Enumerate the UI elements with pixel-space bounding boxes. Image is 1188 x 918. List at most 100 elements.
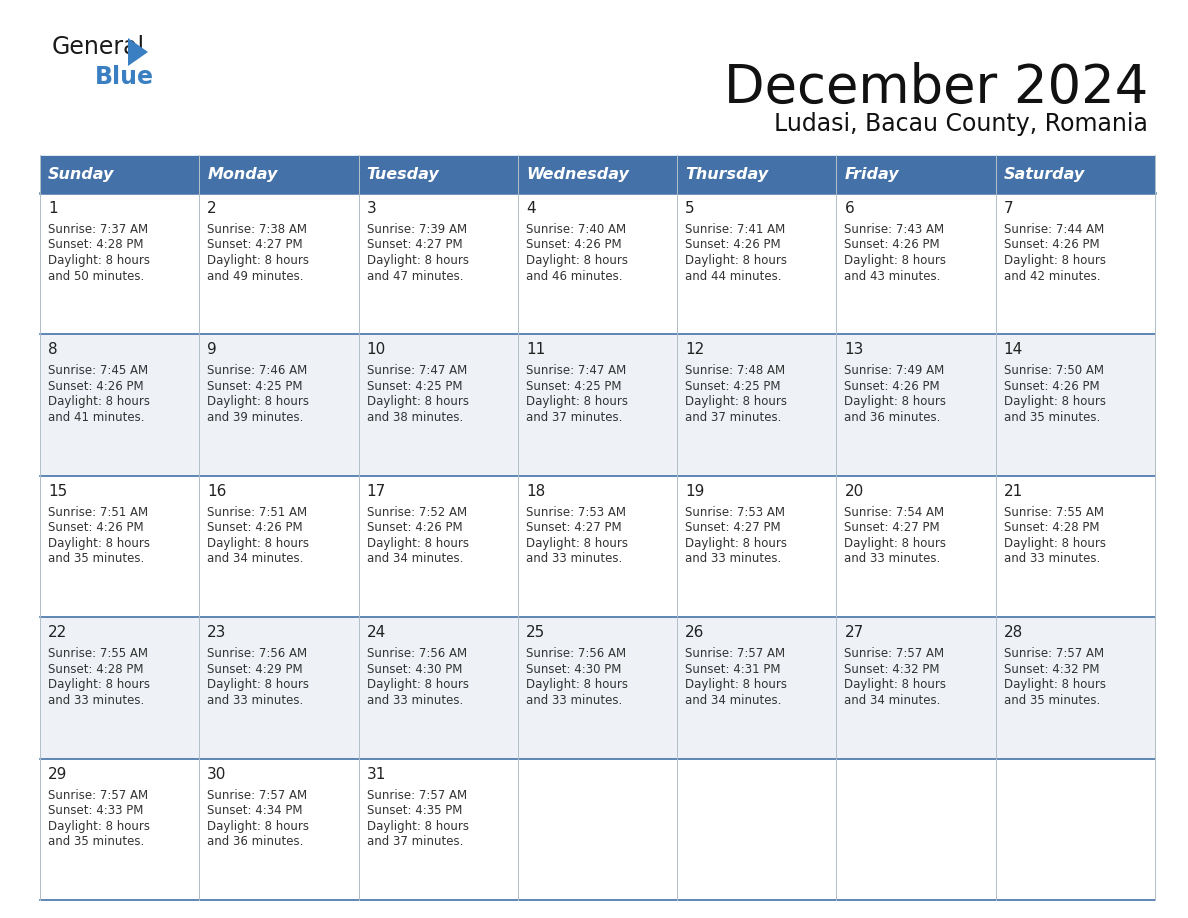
Text: Daylight: 8 hours: Daylight: 8 hours [48, 678, 150, 691]
Text: and 35 minutes.: and 35 minutes. [48, 553, 144, 565]
Text: 26: 26 [685, 625, 704, 640]
Text: Daylight: 8 hours: Daylight: 8 hours [207, 537, 309, 550]
Text: Daylight: 8 hours: Daylight: 8 hours [367, 678, 468, 691]
Text: Daylight: 8 hours: Daylight: 8 hours [1004, 678, 1106, 691]
Text: and 33 minutes.: and 33 minutes. [685, 553, 782, 565]
Text: and 34 minutes.: and 34 minutes. [207, 553, 304, 565]
Text: and 34 minutes.: and 34 minutes. [367, 553, 463, 565]
Text: Blue: Blue [95, 65, 154, 89]
Text: 27: 27 [845, 625, 864, 640]
Text: and 34 minutes.: and 34 minutes. [845, 694, 941, 707]
Text: 20: 20 [845, 484, 864, 498]
Text: 5: 5 [685, 201, 695, 216]
Text: Daylight: 8 hours: Daylight: 8 hours [207, 820, 309, 833]
Text: 18: 18 [526, 484, 545, 498]
Text: Daylight: 8 hours: Daylight: 8 hours [685, 254, 788, 267]
Text: Sunset: 4:25 PM: Sunset: 4:25 PM [685, 380, 781, 393]
Bar [40, 334, 1155, 476]
Text: and 49 minutes.: and 49 minutes. [207, 270, 304, 283]
Bar [996, 155, 1155, 193]
Text: Daylight: 8 hours: Daylight: 8 hours [845, 678, 947, 691]
Bar [40, 476, 1155, 617]
Text: 24: 24 [367, 625, 386, 640]
Text: Monday: Monday [207, 166, 278, 182]
Text: and 34 minutes.: and 34 minutes. [685, 694, 782, 707]
Text: Sunset: 4:26 PM: Sunset: 4:26 PM [48, 521, 144, 534]
Text: Daylight: 8 hours: Daylight: 8 hours [367, 820, 468, 833]
Text: Daylight: 8 hours: Daylight: 8 hours [367, 254, 468, 267]
Text: 17: 17 [367, 484, 386, 498]
Text: Daylight: 8 hours: Daylight: 8 hours [48, 537, 150, 550]
Text: 14: 14 [1004, 342, 1023, 357]
Text: Sunset: 4:26 PM: Sunset: 4:26 PM [367, 521, 462, 534]
Text: Sunset: 4:27 PM: Sunset: 4:27 PM [526, 521, 621, 534]
Text: Sunset: 4:34 PM: Sunset: 4:34 PM [207, 804, 303, 817]
Text: Sunrise: 7:51 AM: Sunrise: 7:51 AM [48, 506, 148, 519]
Text: Sunrise: 7:40 AM: Sunrise: 7:40 AM [526, 223, 626, 236]
Text: 31: 31 [367, 767, 386, 781]
Bar [40, 155, 200, 193]
Text: Sunrise: 7:56 AM: Sunrise: 7:56 AM [367, 647, 467, 660]
Text: 4: 4 [526, 201, 536, 216]
Bar [40, 193, 1155, 334]
Text: and 35 minutes.: and 35 minutes. [48, 835, 144, 848]
Text: 23: 23 [207, 625, 227, 640]
Bar [40, 617, 1155, 758]
Text: Daylight: 8 hours: Daylight: 8 hours [207, 396, 309, 409]
Text: Sunset: 4:28 PM: Sunset: 4:28 PM [1004, 521, 1099, 534]
Text: Sunrise: 7:56 AM: Sunrise: 7:56 AM [207, 647, 308, 660]
Text: Sunset: 4:25 PM: Sunset: 4:25 PM [207, 380, 303, 393]
Text: 2: 2 [207, 201, 217, 216]
Text: Daylight: 8 hours: Daylight: 8 hours [207, 678, 309, 691]
Text: Sunset: 4:26 PM: Sunset: 4:26 PM [845, 380, 940, 393]
Text: and 33 minutes.: and 33 minutes. [526, 553, 623, 565]
Text: Daylight: 8 hours: Daylight: 8 hours [1004, 396, 1106, 409]
Text: Daylight: 8 hours: Daylight: 8 hours [207, 254, 309, 267]
Text: Daylight: 8 hours: Daylight: 8 hours [48, 820, 150, 833]
Text: Sunday: Sunday [48, 166, 114, 182]
Text: 1: 1 [48, 201, 57, 216]
Bar [359, 155, 518, 193]
Text: Sunset: 4:32 PM: Sunset: 4:32 PM [1004, 663, 1099, 676]
Text: Sunset: 4:27 PM: Sunset: 4:27 PM [685, 521, 781, 534]
Text: December 2024: December 2024 [723, 62, 1148, 114]
Text: Sunset: 4:26 PM: Sunset: 4:26 PM [1004, 380, 1099, 393]
Text: and 33 minutes.: and 33 minutes. [845, 553, 941, 565]
Text: Sunrise: 7:45 AM: Sunrise: 7:45 AM [48, 364, 148, 377]
Text: Sunrise: 7:37 AM: Sunrise: 7:37 AM [48, 223, 148, 236]
Text: and 37 minutes.: and 37 minutes. [685, 411, 782, 424]
Text: and 39 minutes.: and 39 minutes. [207, 411, 304, 424]
Text: 30: 30 [207, 767, 227, 781]
Text: Daylight: 8 hours: Daylight: 8 hours [845, 537, 947, 550]
Text: Friday: Friday [845, 166, 899, 182]
Text: Sunrise: 7:48 AM: Sunrise: 7:48 AM [685, 364, 785, 377]
Text: 29: 29 [48, 767, 68, 781]
Text: Sunset: 4:26 PM: Sunset: 4:26 PM [207, 521, 303, 534]
Text: and 36 minutes.: and 36 minutes. [845, 411, 941, 424]
Text: Sunset: 4:29 PM: Sunset: 4:29 PM [207, 663, 303, 676]
Text: 11: 11 [526, 342, 545, 357]
Text: Daylight: 8 hours: Daylight: 8 hours [685, 537, 788, 550]
Text: Sunset: 4:26 PM: Sunset: 4:26 PM [685, 239, 781, 252]
Text: Daylight: 8 hours: Daylight: 8 hours [48, 396, 150, 409]
Text: Sunset: 4:26 PM: Sunset: 4:26 PM [1004, 239, 1099, 252]
Text: Sunset: 4:30 PM: Sunset: 4:30 PM [367, 663, 462, 676]
Text: Sunrise: 7:53 AM: Sunrise: 7:53 AM [526, 506, 626, 519]
Text: and 38 minutes.: and 38 minutes. [367, 411, 463, 424]
Text: Sunrise: 7:56 AM: Sunrise: 7:56 AM [526, 647, 626, 660]
Text: 6: 6 [845, 201, 854, 216]
Text: and 37 minutes.: and 37 minutes. [526, 411, 623, 424]
Text: Sunset: 4:30 PM: Sunset: 4:30 PM [526, 663, 621, 676]
Text: Daylight: 8 hours: Daylight: 8 hours [526, 254, 627, 267]
Text: Sunrise: 7:46 AM: Sunrise: 7:46 AM [207, 364, 308, 377]
Text: Sunrise: 7:57 AM: Sunrise: 7:57 AM [1004, 647, 1104, 660]
Bar [40, 758, 1155, 900]
Text: Daylight: 8 hours: Daylight: 8 hours [685, 396, 788, 409]
Text: 12: 12 [685, 342, 704, 357]
Text: and 47 minutes.: and 47 minutes. [367, 270, 463, 283]
Text: Sunrise: 7:50 AM: Sunrise: 7:50 AM [1004, 364, 1104, 377]
Bar [518, 155, 677, 193]
Text: and 33 minutes.: and 33 minutes. [207, 694, 303, 707]
Text: and 46 minutes.: and 46 minutes. [526, 270, 623, 283]
Text: 16: 16 [207, 484, 227, 498]
